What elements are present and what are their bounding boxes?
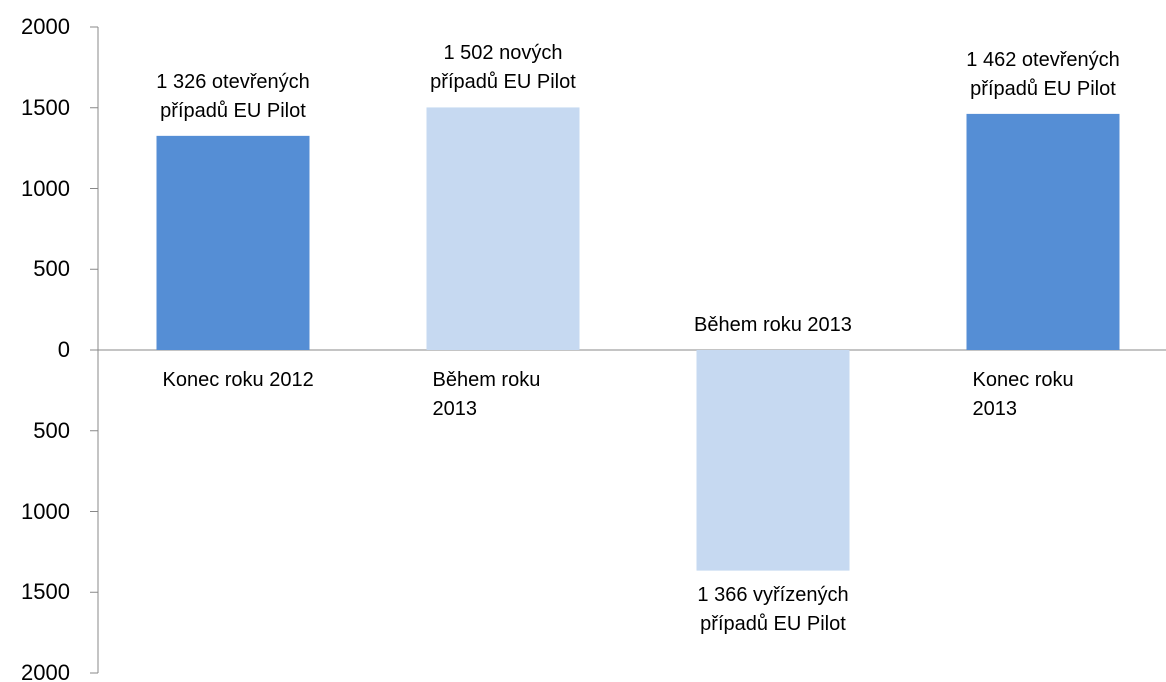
value-label: 1 462 otevřených případů EU Pilot xyxy=(966,48,1120,100)
bar xyxy=(696,350,850,571)
bar xyxy=(426,107,580,350)
value-label: 1 366 vyřízených případů EU Pilot xyxy=(697,583,849,635)
value-label: 1 502 nových případů EU Pilot xyxy=(430,42,576,94)
y-tick-label: 1000 xyxy=(21,498,70,524)
y-tick-label: 1500 xyxy=(21,94,70,120)
y-tick-label: 2000 xyxy=(21,660,70,682)
bar xyxy=(966,113,1120,351)
category-label: Konec roku 2013 xyxy=(972,369,1074,420)
y-tick-label: 1000 xyxy=(21,175,70,201)
category-label: Během roku 2013 xyxy=(432,369,541,420)
value-label: 1 326 otevřených případů EU Pilot xyxy=(156,70,310,122)
category-label: Během roku 2013 xyxy=(694,314,852,336)
y-tick-label: 2000 xyxy=(21,14,70,39)
y-tick-label: 500 xyxy=(33,417,70,443)
category-label: Konec roku 2012 xyxy=(162,369,314,391)
y-tick-label: 0 xyxy=(57,337,70,362)
y-tick-label: 1500 xyxy=(21,579,70,605)
bar xyxy=(156,135,310,350)
y-tick-label: 500 xyxy=(33,256,70,282)
